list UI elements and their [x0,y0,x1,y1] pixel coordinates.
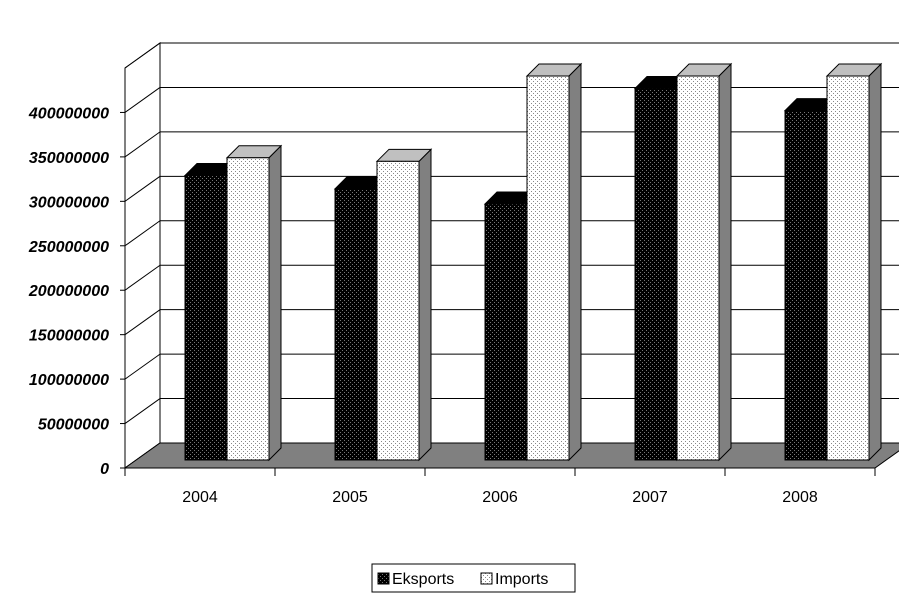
gridline-side [124,87,161,113]
bar-imports-2007 [675,62,733,462]
bar-side [868,62,882,462]
x-tick-label: 2004 [182,489,218,506]
side-wall [124,42,161,469]
y-tick-label: 200000000 [28,283,109,300]
legend-label-imports: Imports [495,571,548,588]
legend: Eksports Imports [371,563,576,593]
bar-side [568,62,582,462]
y-tick-label: 50000000 [38,417,109,434]
legend-label-eksports: Eksports [392,571,454,588]
chart-labels: 0 50000000 100000000 150000000 200000000 2500… [28,105,818,506]
bar-front [634,87,678,461]
bar-side [418,148,432,462]
bar-front [676,75,720,461]
bar-imports-2008 [825,62,883,462]
gridline-side [124,175,161,202]
bar-front [526,75,570,461]
x-tick-label: 2006 [482,489,518,506]
bar-front [784,110,828,461]
y-tick-label: 400000000 [28,105,109,122]
x-tick-label: 2005 [332,489,368,506]
legend-swatch-imports [480,572,493,585]
legend-box [371,563,576,593]
gridline-side [124,309,161,336]
gridline-side [124,220,161,247]
bar-side [718,62,732,462]
x-tick-label: 2008 [782,489,818,506]
y-tick-label: 150000000 [29,328,109,345]
bar-front [226,157,270,461]
bar-front [376,160,420,461]
gridline-side [124,398,161,424]
bar-imports-2004 [225,144,283,462]
chart-axes [120,68,876,476]
gridline-side [124,131,161,158]
gridline-side [124,42,161,69]
y-tick-label: 0 [100,461,109,478]
gridline-side [124,353,161,380]
y-tick-label: 250000000 [28,239,109,256]
bar-side [268,144,282,462]
bar-imports-2005 [375,148,433,462]
bar-imports-2006 [525,62,583,462]
bar-front [484,203,528,461]
gridline-side [124,264,161,291]
chart-bars [183,62,883,462]
bar-front [184,175,228,461]
bar-front [826,75,870,461]
x-tick-label: 2007 [632,489,668,506]
legend-swatch-eksports [377,572,390,585]
bar-eksports-2006 [483,190,541,462]
y-tick-label: 100000000 [29,372,109,389]
bar-front [334,188,378,461]
y-tick-label: 350000000 [29,150,109,167]
y-tick-label: 300000000 [29,194,109,211]
